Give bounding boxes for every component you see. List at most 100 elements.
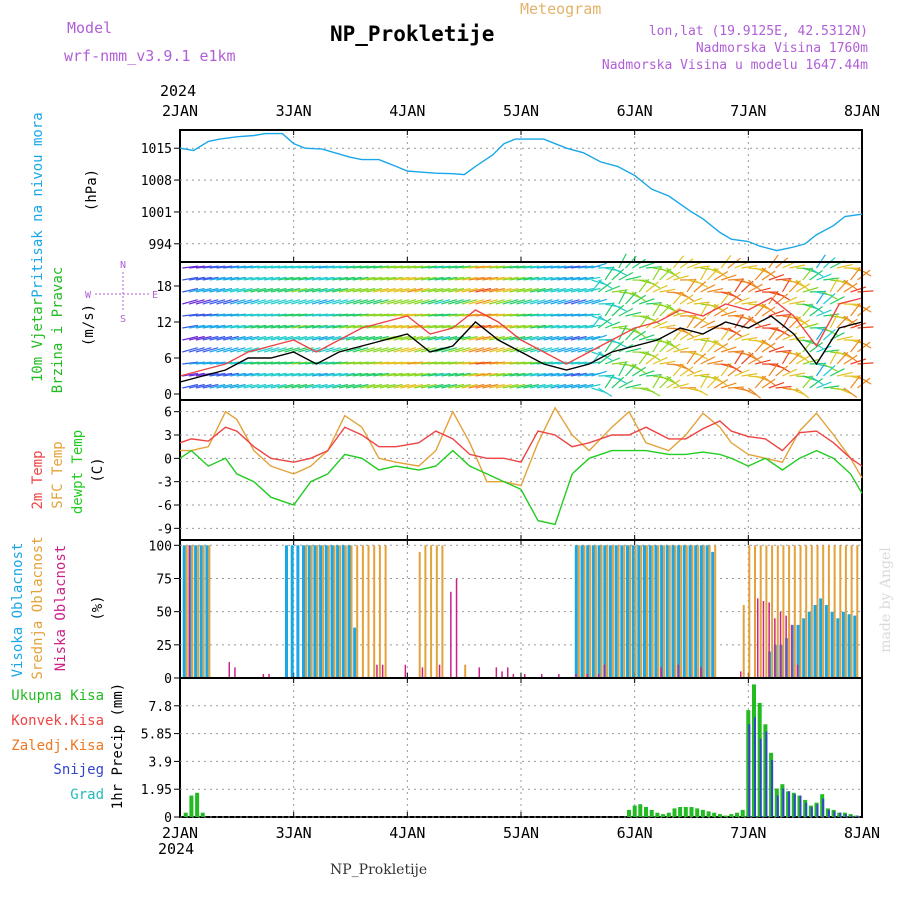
wind-arrow: [775, 277, 792, 281]
clouds-ytick-label: 0: [164, 672, 172, 687]
wind-arrow: [836, 279, 853, 287]
wind-arrow: [311, 313, 328, 317]
wind-arrow: [700, 337, 709, 353]
wind-arrow: [502, 383, 519, 389]
wind-arrow: [632, 294, 647, 305]
wind-arrow: [257, 287, 274, 293]
wind-arrow: [420, 265, 437, 269]
wind-arrow: [304, 276, 321, 281]
cloud-bar: [350, 545, 353, 678]
wind-arrow: [441, 335, 458, 341]
wind-arrow: [693, 279, 709, 288]
wind-arrow: [318, 335, 335, 341]
wind-arrow: [836, 335, 853, 341]
wind-arrow: [407, 347, 423, 353]
wind-arrow: [761, 303, 776, 314]
precip-bar: [200, 812, 205, 817]
wind-arrow: [277, 287, 294, 293]
wind-arrow: [414, 347, 430, 353]
wind-arrow: [611, 340, 625, 353]
wind-arrow: [373, 335, 389, 341]
wind-arrow: [182, 276, 199, 281]
wind-arrow: [400, 335, 417, 341]
wind-arrow: [373, 347, 389, 353]
wind-arrow: [523, 276, 540, 281]
wind-arrow: [325, 361, 342, 365]
precip-bar: [735, 812, 739, 817]
wind-arrow: [632, 363, 646, 374]
wind-arrow: [666, 375, 680, 387]
wind-arrow: [597, 387, 613, 397]
wind-arrow: [325, 372, 342, 377]
wind-arrow: [795, 319, 811, 329]
top-xtick-label: 4JAN: [389, 102, 425, 120]
wind-ytick-label: 6: [164, 352, 172, 367]
wind-arrow: [455, 265, 472, 269]
wind-arrows: [182, 253, 874, 399]
wind-arrow: [489, 299, 505, 305]
wind-arrow: [427, 287, 444, 293]
wind-arrow: [679, 294, 694, 305]
wind-arrow: [482, 287, 499, 293]
wind-arrow: [509, 265, 526, 269]
wind-arrow: [570, 265, 587, 269]
wind-ylabel-2: Brzina i Pravac: [50, 267, 66, 393]
compass-n: N: [120, 260, 126, 271]
wind-arrow: [673, 275, 689, 281]
wind-arrow: [489, 361, 506, 365]
wind-arrow: [427, 299, 444, 305]
wind-arrow: [229, 324, 246, 329]
wind-arrow: [584, 299, 601, 305]
wind-arrow: [339, 361, 356, 365]
wind-arrow: [789, 300, 806, 305]
wind-arrow: [857, 339, 872, 349]
wind-arrow: [189, 313, 206, 317]
wind-arrow: [741, 315, 757, 324]
cloud-bar: [333, 545, 336, 678]
wind-arrow: [693, 373, 710, 377]
wind-arrow: [332, 287, 349, 293]
cloud-bar: [376, 664, 378, 678]
wind-arrow: [713, 378, 729, 389]
wind-arrow: [536, 276, 553, 281]
wind-arrow: [509, 324, 526, 329]
wind-arrow: [679, 327, 694, 338]
wind-arrow: [461, 265, 478, 269]
wind-arrow: [543, 383, 560, 389]
wind-arrow: [202, 335, 219, 341]
wind-arrow: [502, 299, 519, 305]
wind-arrow: [509, 372, 526, 377]
wind-arrow: [393, 372, 410, 377]
cloud-bar: [197, 545, 200, 678]
wind-arrow: [270, 372, 287, 377]
cloud-bar: [600, 545, 603, 678]
cloud-bar: [316, 545, 319, 678]
wind-arrow: [325, 276, 342, 281]
wind-arrow: [659, 360, 676, 365]
cloud-bar: [421, 667, 424, 678]
wind-arrow: [741, 279, 757, 288]
temp-sfc-label: SFC Temp: [50, 441, 66, 508]
wind-arrow: [270, 335, 287, 341]
wind-arrow: [666, 379, 681, 389]
cloud-bar: [768, 602, 770, 678]
wind-arrow: [366, 276, 383, 281]
wind-arrow: [461, 276, 478, 281]
wind-arrow: [666, 339, 680, 351]
clouds-ytick-label: 100: [149, 539, 172, 554]
wind-arrow: [386, 383, 403, 389]
wind-arrow: [789, 264, 806, 269]
wind-arrow: [243, 372, 260, 377]
wind-arrow: [236, 335, 253, 341]
wind-arrow: [495, 299, 512, 305]
wind-arrow: [523, 383, 540, 389]
cloud-bar: [356, 545, 359, 678]
cloud-bar: [478, 667, 480, 678]
temp-dewpt-label: dewpt Temp: [70, 430, 86, 514]
wind-arrow: [318, 347, 335, 353]
wind-arrow: [530, 265, 547, 269]
wind-arrow: [298, 287, 314, 293]
wind-arrow: [747, 279, 761, 291]
wind-arrow: [700, 320, 716, 329]
wind-arrow: [686, 297, 703, 305]
